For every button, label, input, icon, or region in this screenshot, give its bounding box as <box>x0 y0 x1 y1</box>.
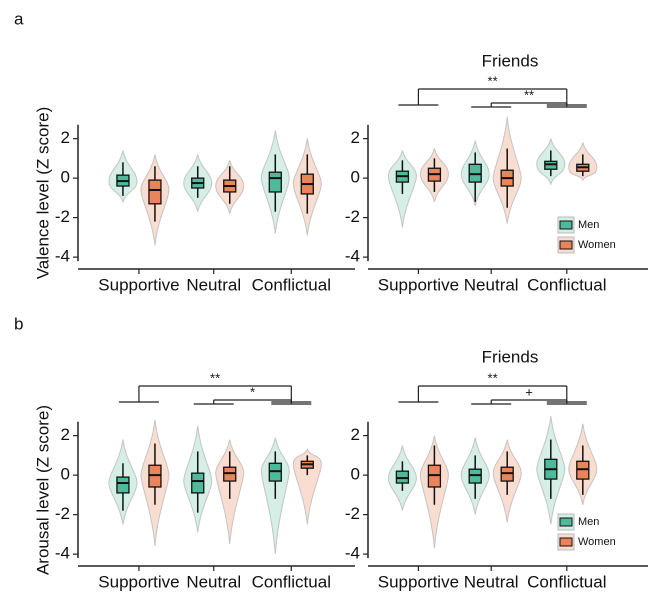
y-tick-label: -4 <box>345 247 360 266</box>
panel-title: Friends <box>482 51 539 70</box>
y-tick-label: 0 <box>61 465 70 484</box>
panel-label: a <box>14 9 24 28</box>
legend-swatch <box>559 240 573 250</box>
y-tick-label: -4 <box>345 544 360 563</box>
legend-label: Women <box>578 536 616 548</box>
significance-label: ** <box>488 73 498 88</box>
significance-label: ** <box>488 370 498 385</box>
box <box>191 472 205 494</box>
y-tick-label: 2 <box>61 128 70 147</box>
y-tick-label: -2 <box>55 207 70 226</box>
box <box>148 179 162 205</box>
legend-label: Men <box>578 219 599 231</box>
panel-title: Friends <box>482 347 539 366</box>
y-tick-label: -4 <box>55 544 70 563</box>
x-tick-label: Conflictual <box>527 275 606 294</box>
legend-swatch <box>559 517 573 527</box>
x-tick-label: Conflictual <box>252 275 331 294</box>
box <box>116 476 130 494</box>
y-axis-label: Arousal level (Z score) <box>33 405 52 575</box>
legend-label: Women <box>578 239 616 251</box>
legend-swatch <box>559 537 573 547</box>
y-tick-label: 0 <box>351 465 360 484</box>
x-tick-label: Supportive <box>98 572 179 591</box>
y-tick-label: 0 <box>61 168 70 187</box>
x-tick-label: Neutral <box>464 572 519 591</box>
panel-label: b <box>14 314 23 333</box>
x-tick-label: Conflictual <box>527 572 606 591</box>
y-tick-label: -4 <box>55 247 70 266</box>
x-tick-label: Neutral <box>186 275 241 294</box>
x-tick-label: Supportive <box>98 275 179 294</box>
x-tick-label: Supportive <box>378 572 459 591</box>
y-tick-label: 2 <box>351 425 360 444</box>
x-tick-label: Supportive <box>378 275 459 294</box>
x-tick-label: Neutral <box>186 572 241 591</box>
y-axis-label: Valence level (Z score) <box>33 107 52 280</box>
y-tick-label: -2 <box>55 504 70 523</box>
legend-label: Men <box>578 516 599 528</box>
significance-label: * <box>250 384 255 399</box>
box <box>268 171 282 193</box>
x-tick-label: Neutral <box>464 275 519 294</box>
x-tick-label: Conflictual <box>252 572 331 591</box>
significance-label: ** <box>524 87 534 102</box>
y-tick-label: -2 <box>345 207 360 226</box>
legend-swatch <box>559 220 573 230</box>
y-tick-label: 2 <box>351 128 360 147</box>
violin <box>292 448 322 525</box>
y-tick-label: -2 <box>345 504 360 523</box>
y-tick-label: 2 <box>61 425 70 444</box>
significance-label: + <box>525 384 533 399</box>
y-tick-label: 0 <box>351 168 360 187</box>
significance-label: ** <box>210 370 220 385</box>
